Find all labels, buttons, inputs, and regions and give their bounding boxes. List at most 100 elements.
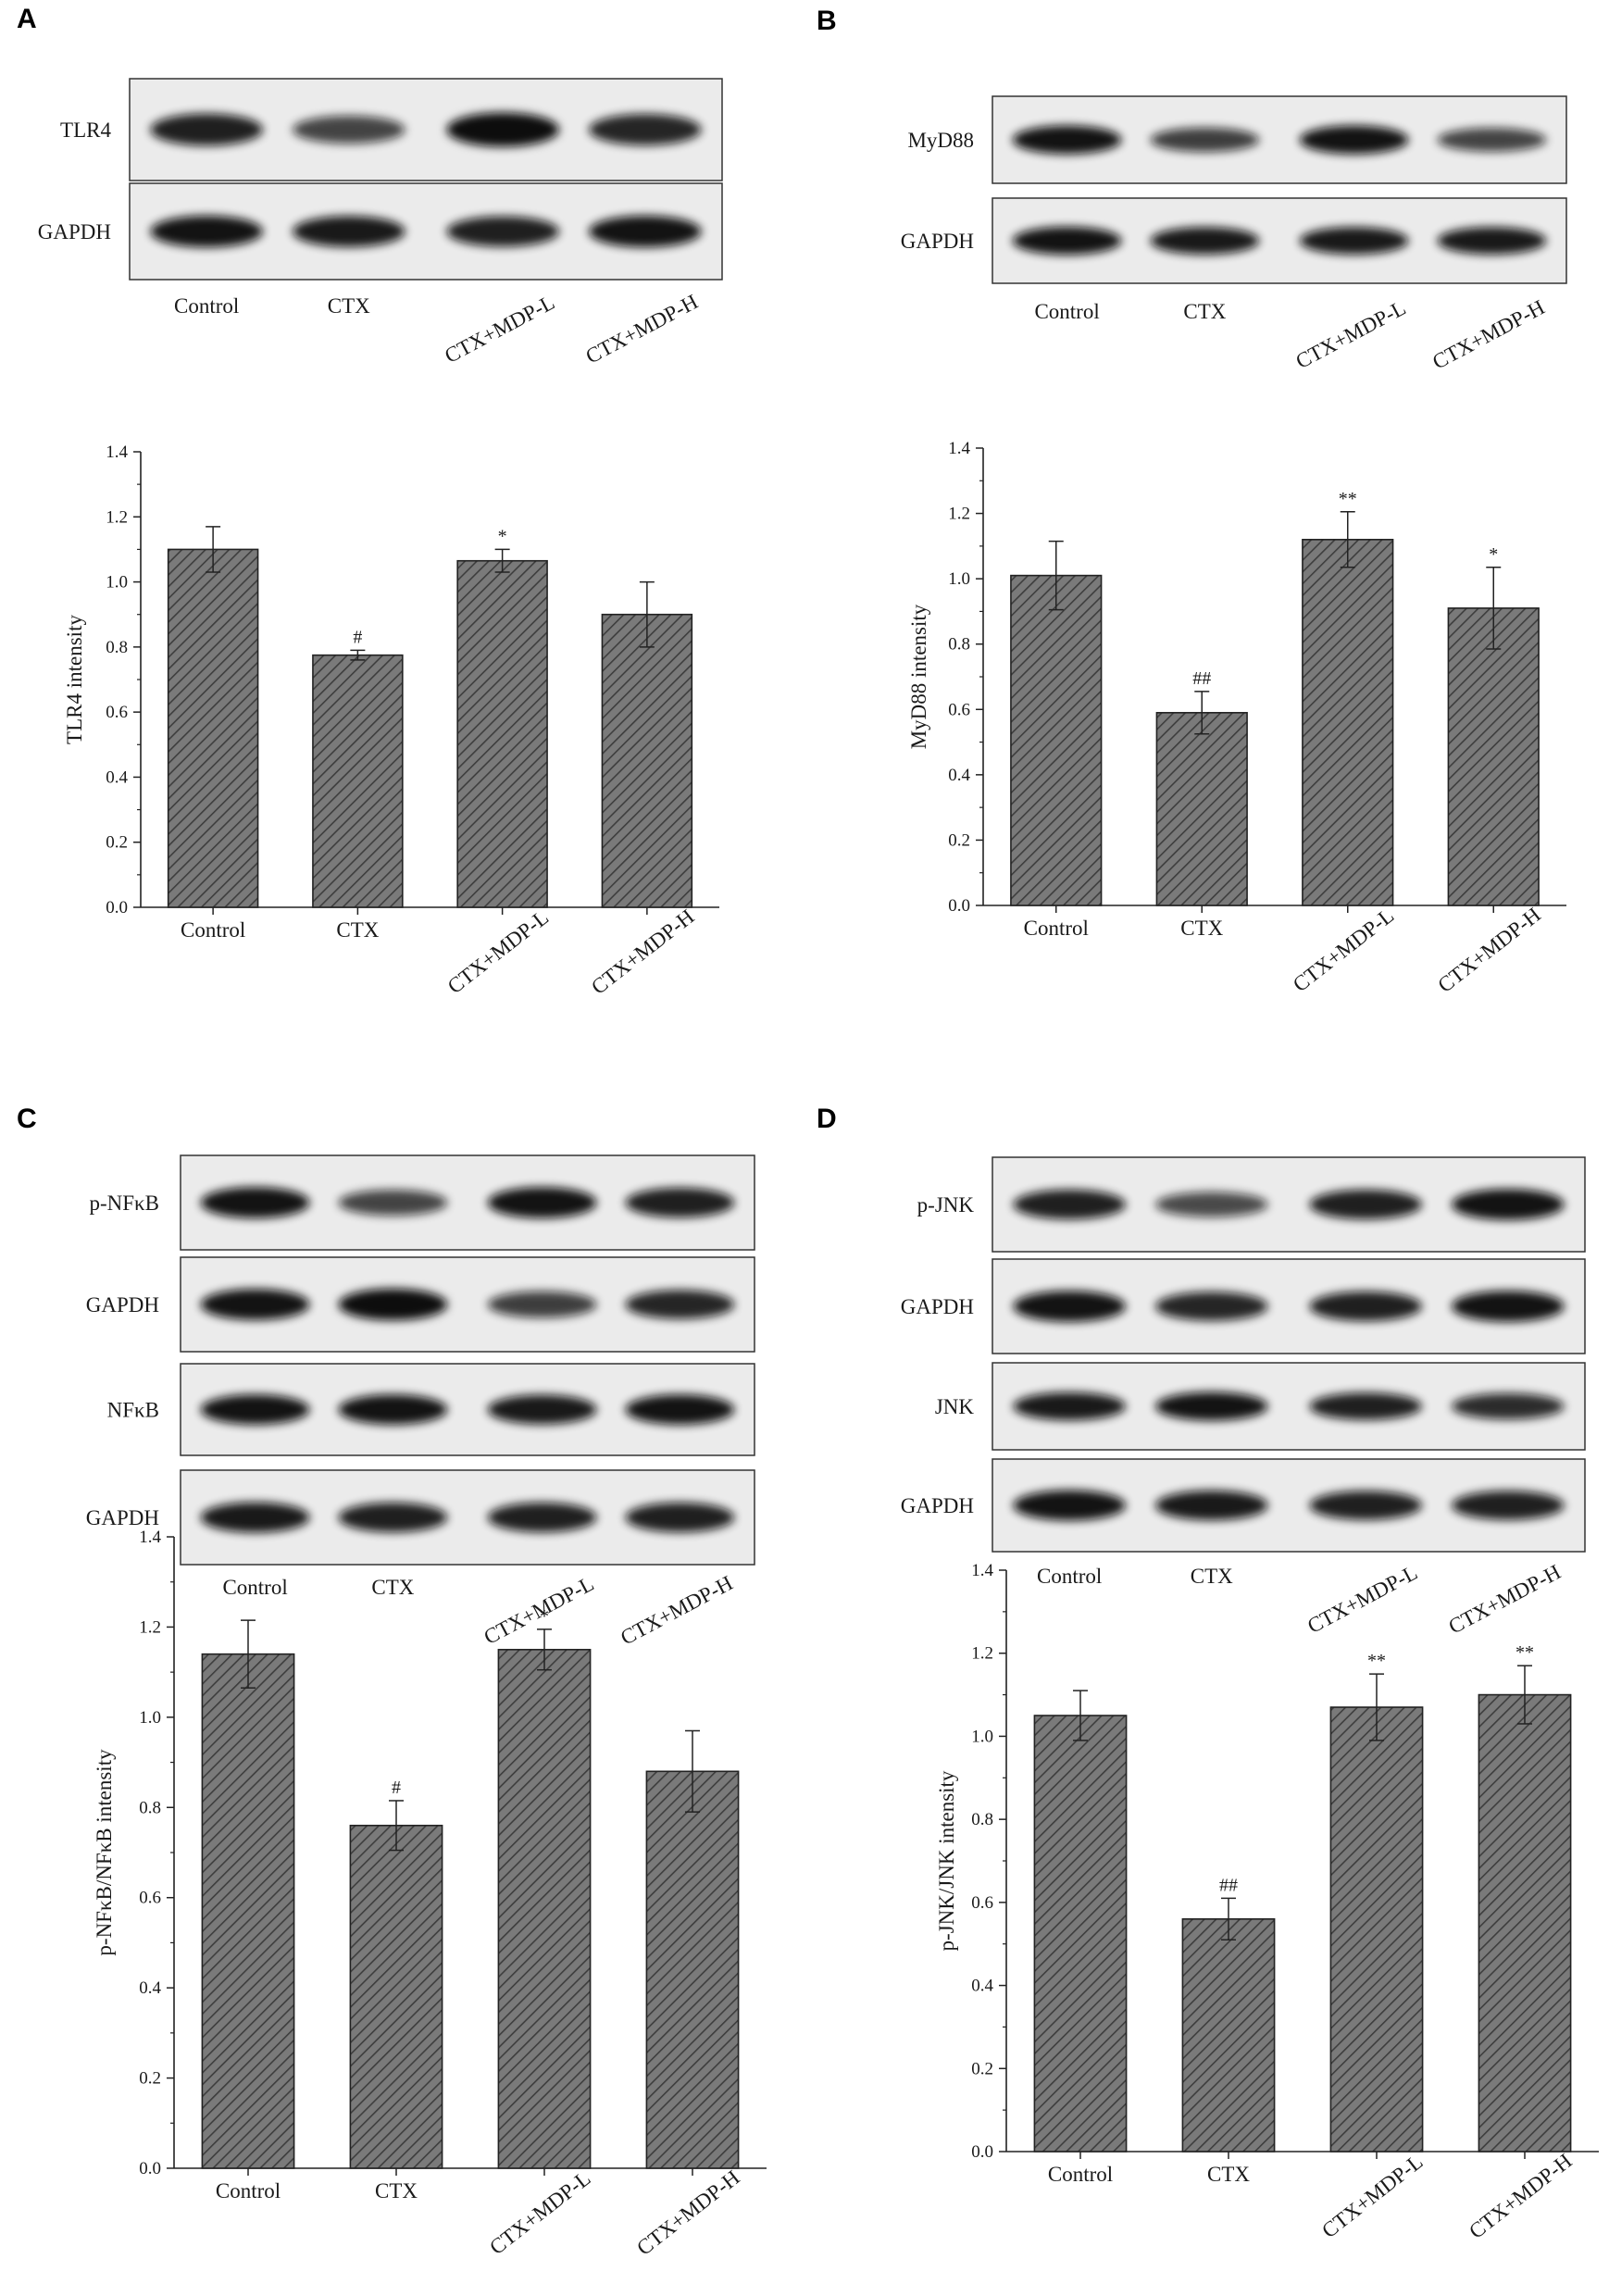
blot-band [625,1502,735,1533]
blot-band [487,1394,597,1425]
blot-band [200,1394,310,1425]
x-tick-label: CTX+MDP-L [485,2166,594,2259]
blot-row: JNK [935,1362,1586,1451]
blot-band [1437,128,1547,152]
y-tick-label: 0.8 [106,638,128,657]
y-tick-label: 0.4 [948,766,970,785]
blot-label: JNK [935,1395,975,1418]
y-tick-label: 0.0 [139,2159,161,2178]
y-axis-label: p-JNK/JNK intensity [935,1770,958,1951]
y-axis-label: p-NFκB/NFκB intensity [93,1749,116,1956]
x-tick-label: CTX [1207,2163,1250,2186]
x-tick-label: CTX [375,2179,418,2202]
blot-band [1452,1189,1565,1220]
significance-mark: # [353,627,362,647]
blot-band [1437,227,1547,255]
bar-chart: 0.0 0.2 0.4 0.6 0.8 1.0 1.2 1.4 MyD88 intensity C… [907,439,1566,997]
blot-band [625,1187,735,1218]
y-tick-label: 1.2 [106,507,128,527]
blot-label: p-JNK [917,1193,975,1217]
blot-row: GAPDH [901,1258,1586,1354]
blot-band [338,1190,448,1216]
blot-band [1013,1391,1126,1421]
bar [1478,1693,1572,2152]
blot-lane-label: CTX [1191,1565,1233,1588]
blot-band [200,1502,310,1533]
bar [1329,1706,1424,2152]
bar [167,548,259,908]
bar [349,1824,443,2169]
blot-row: TLR4 [60,78,723,181]
significance-mark: ## [1219,1875,1238,1895]
panel-letter: D [817,1104,837,1134]
blot-band [1013,1189,1126,1220]
y-tick-label: 0.8 [139,1798,161,1817]
blot-row: GAPDH [901,1458,1586,1553]
blot-lane-label: Control [1037,1565,1102,1588]
significance-mark: ## [1192,668,1211,689]
blot-band [338,1288,448,1321]
bar [1181,1918,1276,2152]
y-tick-label: 0.6 [971,1893,993,1913]
y-tick-label: 0.2 [948,830,970,850]
blot-label: TLR4 [60,119,111,142]
x-tick-label: Control [1048,2163,1113,2186]
blot-label: GAPDH [901,230,974,253]
bar [1010,574,1103,906]
blot-label: NFκB [107,1399,159,1422]
blot-band [338,1394,448,1425]
y-tick-label: 1.0 [948,569,970,589]
y-tick-label: 1.2 [971,1644,993,1664]
x-tick-label: CTX [1180,917,1223,940]
blot-band [1012,226,1122,256]
bar [645,1770,740,2169]
significance-mark: ** [1515,1642,1534,1663]
bar [1033,1715,1128,2152]
y-tick-label: 1.4 [139,1528,161,1547]
y-axis-label: MyD88 intensity [907,604,930,749]
x-tick-label: CTX+MDP-L [443,905,553,998]
x-tick-label: CTX+MDP-H [1433,903,1544,997]
blot-lane-label: CTX [328,294,370,318]
y-tick-label: 0.0 [106,898,128,917]
blot-band [1150,227,1260,255]
blot-lane-label: CTX+MDP-H [582,290,702,368]
blot-lane-label: CTX [1183,300,1226,323]
panel-letter: C [17,1104,37,1134]
y-tick-label: 0.6 [139,1889,161,1908]
y-tick-label: 0.4 [139,1978,161,1998]
blot-band [487,1291,597,1318]
blot-label: GAPDH [86,1506,159,1529]
blot-band [338,1502,448,1533]
blot-band [487,1187,597,1218]
blot-band [446,216,559,247]
blot-band [1012,125,1122,155]
blot-band [1452,1491,1565,1520]
blot-row: p-NFκB [90,1154,755,1251]
blot-band [1150,127,1260,153]
blot-band [625,1290,735,1319]
blot-band [150,215,263,248]
bar [1447,607,1540,906]
significance-mark: ** [1339,489,1357,509]
blot-lane-label: Control [174,294,239,318]
x-tick-label: Control [181,918,245,942]
significance-mark: * [540,1606,549,1627]
blot-label: GAPDH [901,1295,974,1318]
y-tick-label: 1.4 [106,443,128,462]
y-tick-label: 0.0 [948,896,970,916]
x-tick-label: CTX+MDP-H [587,905,698,999]
blot-band [293,216,405,247]
blot-row: GAPDH [86,1469,755,1566]
blot-band [200,1187,310,1218]
blot-band [293,115,405,144]
blot-band [1309,1189,1422,1220]
x-tick-label: CTX [336,918,379,942]
bar-chart: 0.0 0.2 0.4 0.6 0.8 1.0 1.2 1.4 p-NFκB/NFκB inte… [93,1528,767,2260]
x-tick-label: Control [216,2179,281,2202]
blot-row: MyD88 [907,95,1567,184]
blot-label: GAPDH [901,1494,974,1517]
significance-mark: ** [1367,1651,1386,1671]
